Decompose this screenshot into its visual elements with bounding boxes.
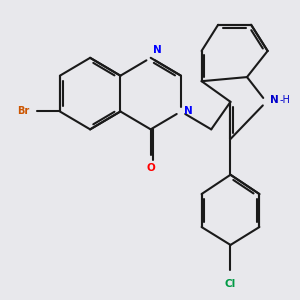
Text: -H: -H bbox=[280, 95, 290, 106]
Text: Br: Br bbox=[17, 106, 29, 116]
Text: N: N bbox=[270, 95, 278, 106]
Text: N: N bbox=[153, 45, 162, 55]
Text: Cl: Cl bbox=[225, 278, 236, 289]
Text: N: N bbox=[184, 106, 193, 116]
Text: O: O bbox=[146, 163, 155, 173]
